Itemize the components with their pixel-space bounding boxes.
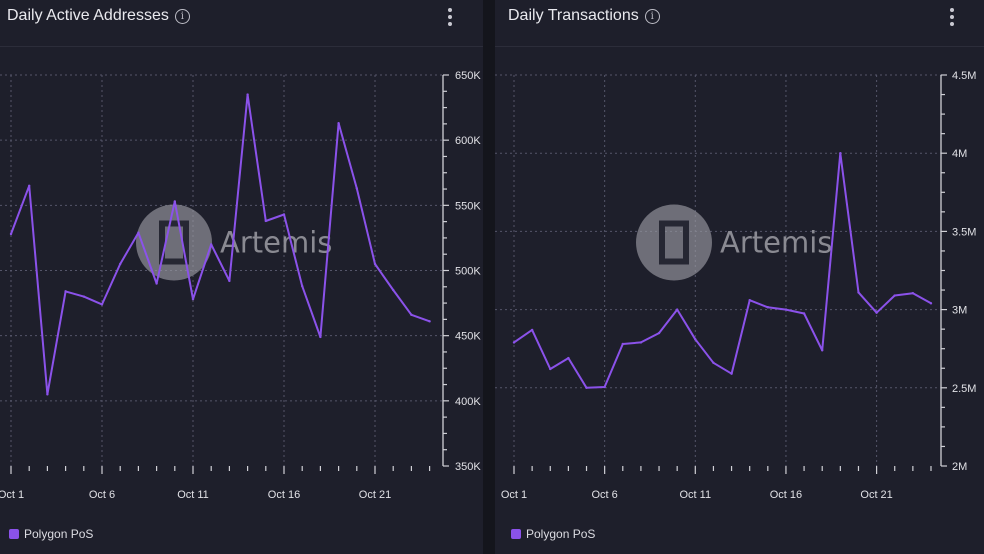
daily-transactions-panel: Daily Transactions i Artemis 2M 2.5M 3M 3.5M 4…: [495, 0, 984, 554]
artemis-watermark: Artemis: [136, 204, 332, 281]
legend-swatch: [9, 529, 19, 539]
data-point[interactable]: [82, 295, 86, 298]
data-point[interactable]: [119, 262, 122, 266]
data-point[interactable]: [46, 393, 49, 396]
series-line-polygon-pos[interactable]: [513, 152, 932, 389]
data-point[interactable]: [875, 311, 878, 314]
watermark-text: Artemis: [220, 226, 332, 260]
data-point[interactable]: [821, 349, 824, 352]
chart-title: Daily Active Addresses i: [7, 7, 190, 25]
data-point[interactable]: [657, 331, 661, 335]
data-point[interactable]: [228, 279, 231, 283]
data-point[interactable]: [766, 306, 770, 309]
info-icon[interactable]: i: [174, 9, 190, 24]
artemis-logo-icon: [636, 204, 712, 281]
x-tick-label: Oct 6: [89, 489, 115, 501]
legend-label: Polygon PoS: [24, 527, 94, 541]
data-point[interactable]: [585, 386, 588, 389]
data-point[interactable]: [893, 294, 896, 297]
y-tick-label: 650K: [455, 70, 481, 82]
data-point[interactable]: [191, 297, 195, 301]
x-tick-label: Oct 21: [860, 489, 892, 501]
y-tick-label: 2M: [952, 461, 967, 473]
x-tick-label: Oct 16: [268, 489, 300, 501]
data-point[interactable]: [549, 367, 552, 371]
series-line-polygon-pos[interactable]: [10, 93, 430, 396]
info-icon[interactable]: i: [644, 9, 660, 24]
daily-active-addresses-chart: Artemis 350K 400K 450K 500K 550K 600K 650K Oct 1…: [0, 70, 481, 501]
artemis-logo-icon: [136, 204, 212, 281]
x-tick-label: Oct 21: [359, 489, 391, 501]
data-point[interactable]: [373, 262, 377, 266]
data-point[interactable]: [100, 303, 104, 306]
data-point[interactable]: [155, 282, 158, 285]
data-point[interactable]: [337, 122, 340, 125]
y-tick-label: 3.5M: [952, 226, 976, 238]
y-tick-label: 450K: [455, 331, 481, 343]
data-point[interactable]: [428, 320, 431, 323]
data-point[interactable]: [675, 308, 679, 311]
data-point[interactable]: [748, 299, 751, 302]
y-tick-label: 550K: [455, 200, 481, 212]
data-point[interactable]: [730, 372, 733, 375]
data-point[interactable]: [712, 361, 715, 364]
data-point[interactable]: [355, 187, 358, 190]
data-point[interactable]: [137, 231, 140, 234]
y-tick-label: 600K: [455, 135, 481, 147]
artemis-logo-mark: [659, 220, 689, 265]
data-point[interactable]: [639, 341, 643, 344]
x-tick-label: Oct 16: [770, 489, 802, 501]
data-point[interactable]: [603, 385, 606, 389]
x-tick-label: Oct 1: [501, 489, 527, 501]
y-tick-label: 4M: [952, 148, 967, 160]
y-tick-label: 400K: [455, 396, 481, 408]
data-point[interactable]: [210, 243, 213, 246]
data-point[interactable]: [301, 284, 304, 288]
x-tick-label: Oct 11: [177, 489, 209, 501]
y-tick-label: 4.5M: [952, 70, 976, 82]
data-point[interactable]: [784, 308, 788, 311]
data-point[interactable]: [694, 338, 697, 341]
data-point[interactable]: [9, 232, 13, 236]
data-point[interactable]: [857, 291, 860, 294]
data-point[interactable]: [839, 152, 842, 155]
panel-header: Daily Active Addresses i: [0, 0, 483, 47]
data-point[interactable]: [512, 341, 516, 344]
artemis-logo-mark: [159, 220, 189, 265]
y-tick-label: 500K: [455, 266, 481, 278]
data-point[interactable]: [621, 342, 624, 346]
watermark-text: Artemis: [720, 226, 832, 260]
x-tick-label: Oct 1: [0, 489, 24, 501]
legend-item[interactable]: Polygon PoS: [9, 527, 93, 541]
y-tick-label: 350K: [455, 461, 481, 473]
x-tick-label: Oct 6: [592, 489, 618, 501]
data-point[interactable]: [911, 291, 915, 295]
data-point[interactable]: [410, 313, 413, 317]
data-point[interactable]: [319, 335, 322, 339]
data-point[interactable]: [28, 184, 31, 187]
data-point[interactable]: [530, 328, 534, 332]
chart-title: Daily Transactions i: [508, 7, 660, 25]
y-tick-label: 3M: [952, 305, 967, 317]
data-point[interactable]: [567, 356, 570, 360]
data-point[interactable]: [64, 290, 67, 293]
data-point[interactable]: [282, 213, 286, 216]
daily-active-addresses-panel: Daily Active Addresses i Artemis 350K 400K 4…: [0, 0, 483, 554]
x-tick-label: Oct 11: [680, 489, 712, 501]
data-point[interactable]: [173, 200, 176, 203]
data-point[interactable]: [264, 219, 267, 223]
legend-swatch: [511, 529, 521, 539]
artemis-watermark: Artemis: [636, 204, 832, 281]
more-options-icon[interactable]: [445, 6, 455, 28]
data-point[interactable]: [246, 93, 249, 96]
daily-transactions-chart: Artemis 2M 2.5M 3M 3.5M 4M 4.5M Oct 1 Oct 6 Oct 1…: [495, 70, 976, 501]
legend-label: Polygon PoS: [526, 527, 596, 541]
data-point[interactable]: [929, 302, 933, 305]
legend-item[interactable]: Polygon PoS: [511, 527, 595, 541]
y-tick-label: 2.5M: [952, 383, 976, 395]
data-point[interactable]: [392, 288, 395, 292]
more-options-icon[interactable]: [947, 6, 957, 28]
panel-header: Daily Transactions i: [495, 0, 984, 47]
data-point[interactable]: [802, 312, 806, 315]
